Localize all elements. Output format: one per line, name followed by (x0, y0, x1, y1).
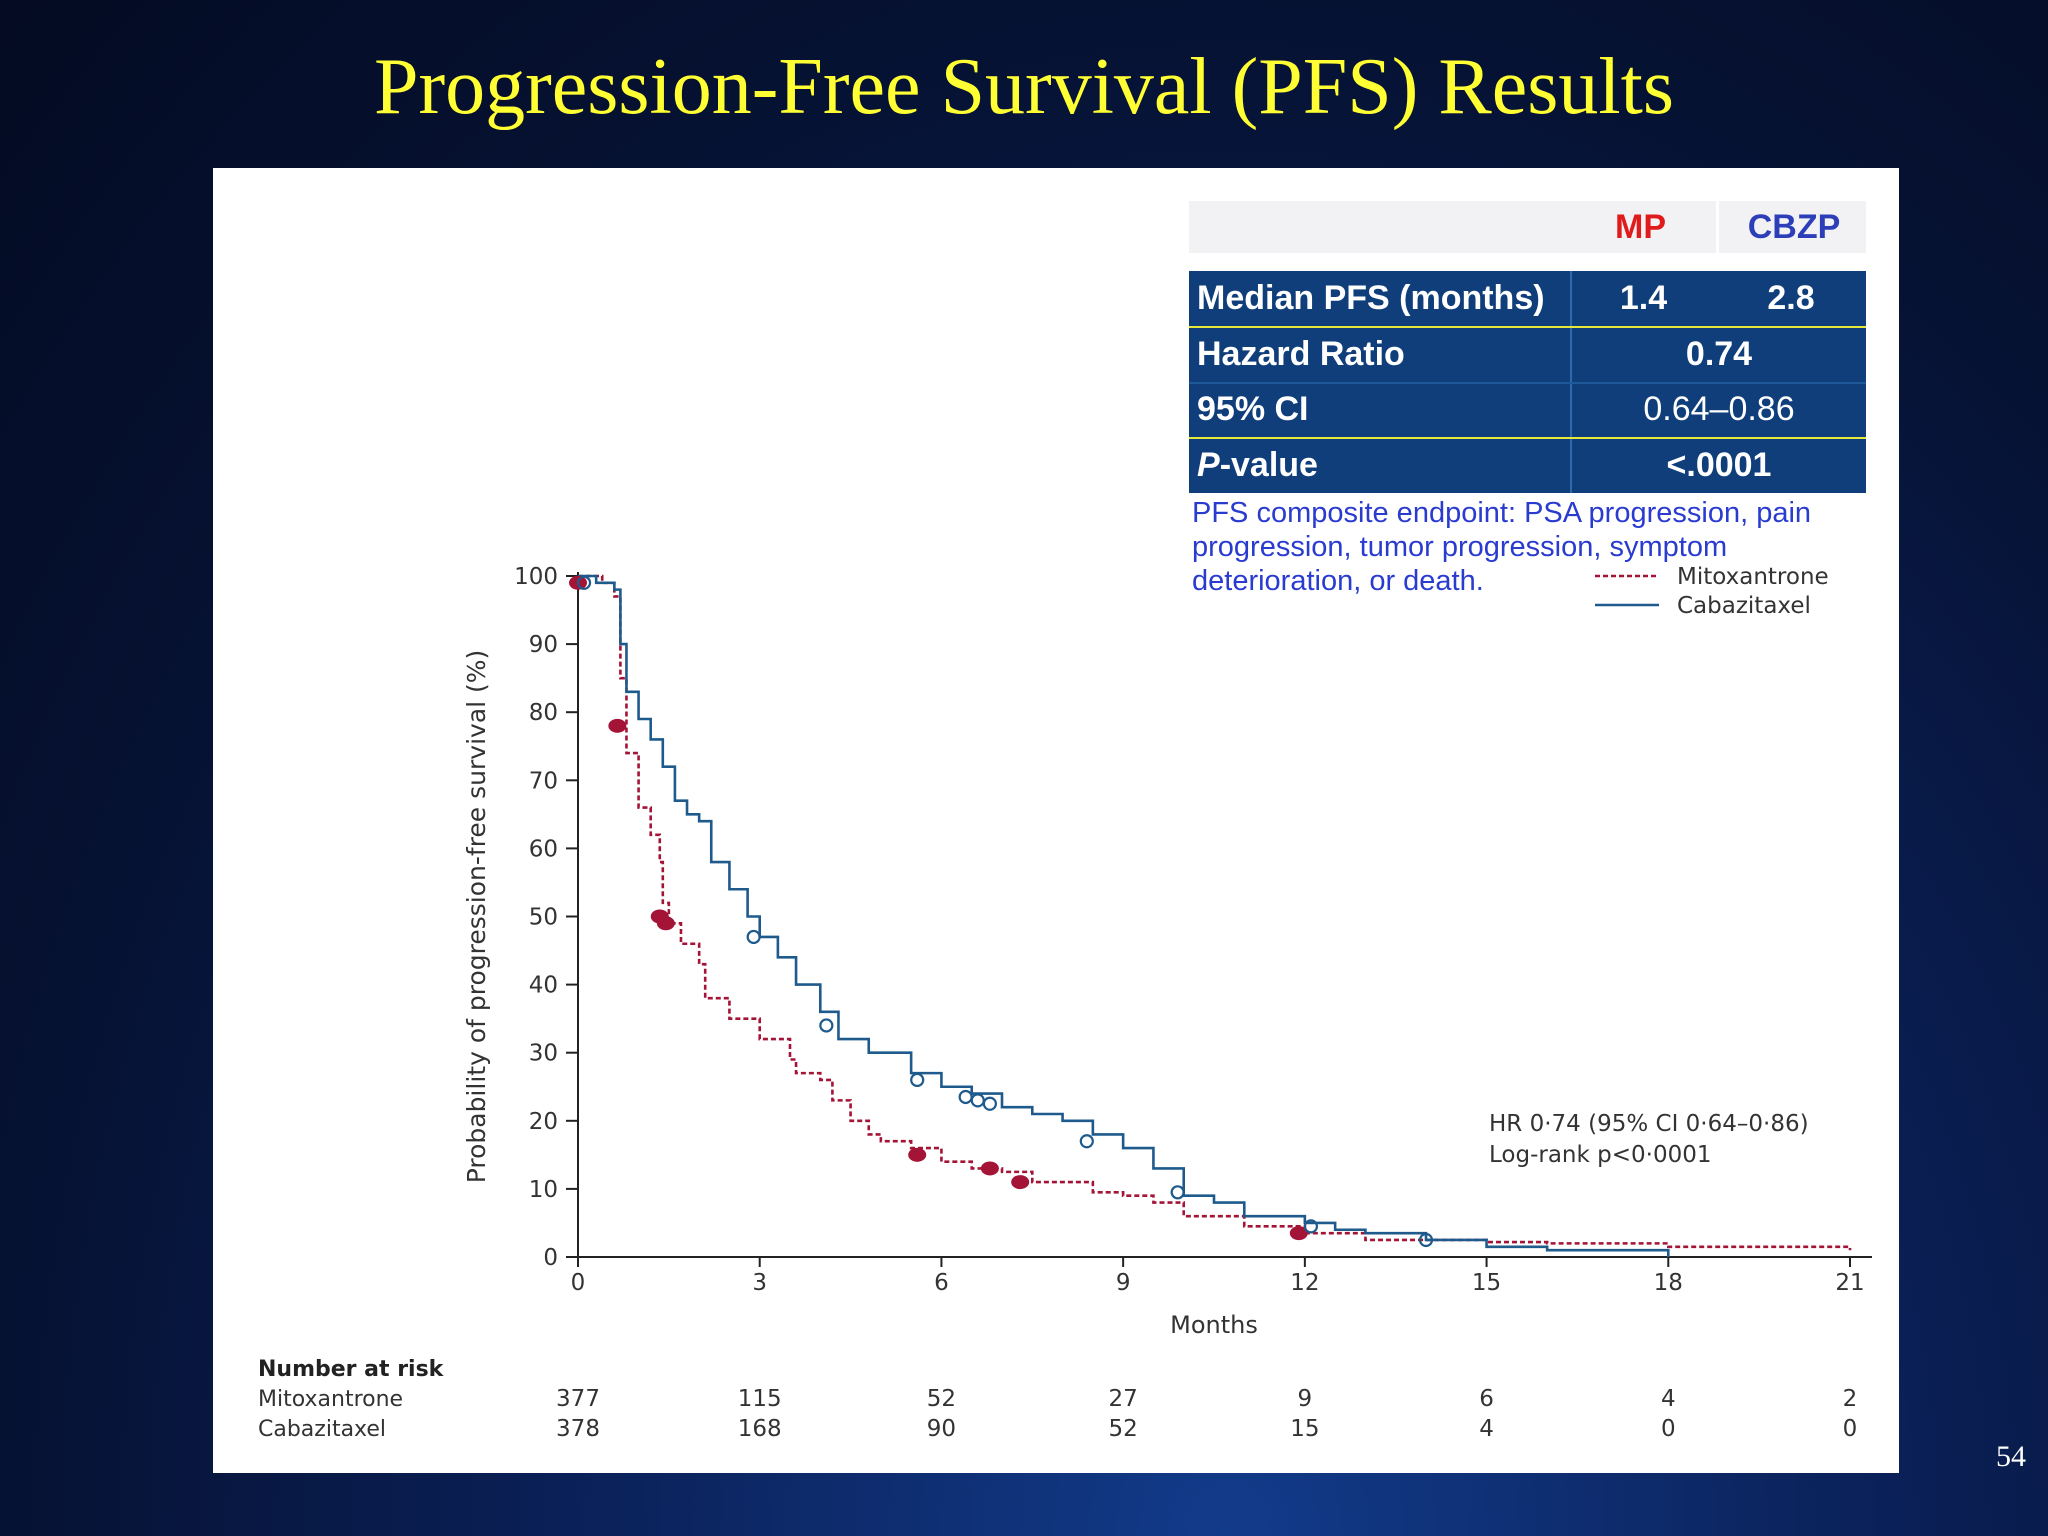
number-at-risk-value: 378 (556, 1416, 600, 1442)
censor-mark-mitoxantrone (608, 718, 627, 733)
number-at-risk-value: 6 (1479, 1386, 1494, 1412)
censor-mark-cabazitaxel (982, 1096, 997, 1111)
p-italic: P (1197, 446, 1220, 484)
censor-mark-cabazitaxel (746, 929, 761, 945)
x-tick-label: 6 (934, 1270, 949, 1296)
number-at-risk-value: 52 (927, 1386, 956, 1412)
censor-mark-cabazitaxel (1079, 1134, 1094, 1149)
censor-mark-cabazitaxel (819, 1018, 834, 1033)
x-tick-label: 18 (1654, 1270, 1683, 1296)
y-tick-label: 30 (529, 1041, 558, 1067)
number-at-risk-value: 9 (1298, 1386, 1313, 1412)
censor-mark-cabazitaxel (910, 1072, 925, 1088)
column-header-cbzp: CBZP (1716, 201, 1869, 253)
y-tick-label: 10 (529, 1177, 558, 1203)
hr-annotation: HR 0·74 (95% CI 0·64–0·86) (1489, 1111, 1809, 1137)
y-tick-label: 70 (529, 768, 558, 794)
series-line-cabazitaxel (578, 574, 1670, 1257)
legend-label-cabazitaxel: Cabazitaxel (1677, 593, 1811, 619)
y-tick-label: 20 (529, 1109, 558, 1135)
x-tick-label: 15 (1472, 1270, 1501, 1296)
censor-mark-cabazitaxel (1418, 1232, 1434, 1248)
number-at-risk-value: 52 (1109, 1416, 1138, 1442)
table-row-ci: 95% CI 0.64–0.86 (1189, 382, 1866, 439)
legend-label-mitoxantrone: Mitoxantrone (1677, 564, 1829, 590)
censor-mark-mitoxantrone (656, 916, 675, 931)
median-mp-value: 1.4 (1619, 279, 1668, 317)
censor-mark-cabazitaxel (576, 575, 592, 590)
column-header-mp: MP (1615, 208, 1666, 246)
summary-table-header: MP CBZP (1189, 201, 1866, 253)
x-tick-label: 3 (752, 1270, 767, 1296)
number-at-risk-row-label: Mitoxantrone (258, 1387, 403, 1412)
p-rest: -value (1219, 446, 1318, 484)
ci-value: 0.64–0.86 (1643, 390, 1795, 428)
y-tick-label: 80 (529, 700, 558, 726)
number-at-risk-value: 2 (1843, 1386, 1858, 1412)
table-row-p-value: P-value <.0001 (1189, 438, 1866, 493)
y-tick-label: 0 (543, 1245, 558, 1271)
p-value: <.0001 (1666, 446, 1772, 484)
y-tick-label: 40 (529, 973, 558, 999)
series-line-mitoxantrone (578, 574, 1852, 1251)
censor-mark-cabazitaxel (958, 1089, 973, 1105)
censor-mark-cabazitaxel (970, 1093, 985, 1108)
number-at-risk-value: 4 (1479, 1416, 1494, 1442)
pfs-endpoint-note: PFS composite endpoint: PSA progression,… (1192, 497, 1812, 597)
x-tick-label: 12 (1290, 1270, 1319, 1296)
number-at-risk-value: 15 (1290, 1416, 1319, 1442)
summary-table: Median PFS (months) 1.4 2.8 Hazard Ratio… (1189, 271, 1866, 493)
number-at-risk-value: 377 (556, 1386, 600, 1412)
x-tick-label: 21 (1835, 1270, 1864, 1296)
table-row-hazard-ratio: Hazard Ratio 0.74 (1189, 327, 1866, 384)
number-at-risk-value: 168 (738, 1416, 782, 1442)
y-tick-label: 90 (529, 632, 558, 658)
hazard-ratio-value: 0.74 (1685, 335, 1753, 373)
row-label: 95% CI (1197, 390, 1309, 428)
y-tick-label: 60 (529, 836, 558, 862)
censor-mark-mitoxantrone (1011, 1175, 1030, 1190)
slide-title: Progression-Free Survival (PFS) Results (374, 43, 1674, 131)
number-at-risk-value: 0 (1661, 1416, 1676, 1442)
hr-annotation: Log-rank p<0·0001 (1489, 1142, 1712, 1168)
censor-mark-cabazitaxel (1170, 1185, 1185, 1200)
number-at-risk-header: Number at risk (258, 1357, 445, 1382)
y-tick-label: 100 (514, 564, 558, 590)
row-label: Hazard Ratio (1197, 335, 1405, 373)
censor-mark-cabazitaxel (1303, 1219, 1319, 1234)
number-at-risk-value: 27 (1109, 1386, 1138, 1412)
table-row-median-pfs: Median PFS (months) 1.4 2.8 (1189, 271, 1866, 328)
x-tick-label: 0 (571, 1270, 586, 1296)
number-at-risk-value: 115 (738, 1386, 782, 1412)
censor-mark-mitoxantrone (908, 1147, 927, 1162)
censor-mark-mitoxantrone (980, 1161, 999, 1176)
page-number: 54 (1996, 1440, 2026, 1473)
y-axis-label: Probability of progression-free survival… (462, 650, 491, 1184)
x-tick-label: 9 (1116, 1270, 1131, 1296)
row-label: Median PFS (months) (1197, 279, 1545, 317)
y-tick-label: 50 (529, 905, 558, 931)
number-at-risk-value: 4 (1661, 1386, 1676, 1412)
median-cbzp-value: 2.8 (1767, 279, 1815, 317)
censor-mark-mitoxantrone (1289, 1226, 1308, 1241)
number-at-risk-row-label: Cabazitaxel (258, 1417, 386, 1442)
x-axis-label: Months (1170, 1311, 1258, 1339)
number-at-risk-value: 0 (1843, 1416, 1858, 1442)
row-label: P-value (1197, 438, 1318, 493)
number-at-risk-value: 90 (927, 1416, 956, 1442)
